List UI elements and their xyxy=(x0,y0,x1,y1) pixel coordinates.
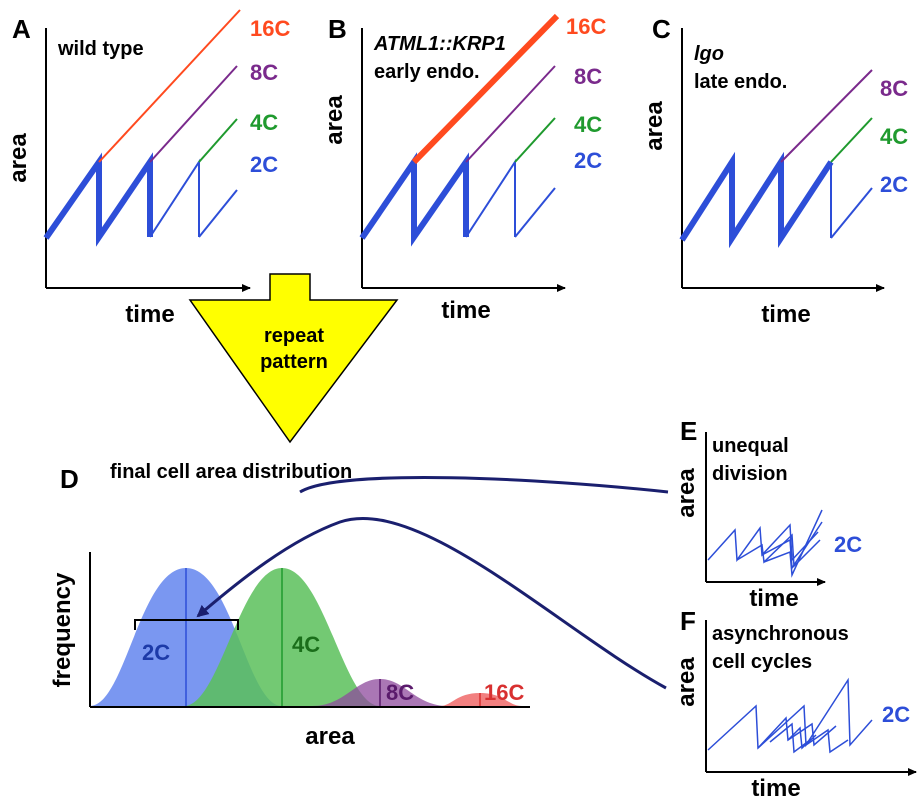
connector-top-line xyxy=(299,476,669,494)
panel-a-cell-lineage-thick xyxy=(43,152,153,247)
panel-b-line-16c xyxy=(411,13,560,165)
panel-letter-b: B xyxy=(328,14,347,44)
panel-a: A wild type area time 16C 8C 4C 2C xyxy=(5,9,290,328)
panel-letter-d: D xyxy=(60,464,79,494)
panel-b-ylabel: area xyxy=(321,95,348,145)
panel-b: B ATML1::KRP1 early endo. area time 16C … xyxy=(321,13,606,324)
panel-e-title-line1: unequal xyxy=(712,435,789,457)
repeat-arrow-shape xyxy=(188,273,399,444)
panel-d-label-8c: 8C xyxy=(386,680,414,705)
panel-b-line-2c xyxy=(514,187,556,238)
panel-c-ylabel: area xyxy=(641,101,668,151)
panel-f-label-2c: 2C xyxy=(882,702,910,727)
panel-b-title-genotype: ATML1::KRP1 xyxy=(373,33,506,55)
panel-c-line-2c xyxy=(830,187,873,239)
panel-a-ylabel: area xyxy=(5,133,32,183)
panel-letter-a: A xyxy=(12,14,31,44)
panel-b-label-8c: 8C xyxy=(574,64,602,89)
panel-b-lineage-thin xyxy=(465,158,516,238)
panel-c-label-8c: 8C xyxy=(880,76,908,101)
panel-f-ylabel: area xyxy=(673,657,700,707)
panel-a-line-4c xyxy=(198,118,238,163)
panel-d-label-16c: 16C xyxy=(484,680,524,705)
distribution-width-bracket xyxy=(134,619,239,630)
panel-d-label-2c: 2C xyxy=(142,640,170,665)
panel-a-label-8c: 8C xyxy=(250,60,278,85)
connector-arrow-to-2c xyxy=(196,517,667,690)
panel-c-line-8c xyxy=(780,69,873,163)
panel-a-lineage-thin xyxy=(149,158,200,238)
panel-c-xlabel: time xyxy=(761,301,810,328)
panel-c-title-genotype: lgo xyxy=(694,43,724,65)
panel-e-xlabel: time xyxy=(749,585,798,612)
panel-d: D final cell area distribution frequency… xyxy=(49,461,530,750)
panel-b-label-16c: 16C xyxy=(566,14,606,39)
panel-d-ylabel: frequency xyxy=(49,572,76,687)
panel-b-line-8c xyxy=(465,65,556,163)
panel-e-title-line2: division xyxy=(712,463,788,485)
panel-e-label-2c: 2C xyxy=(834,532,862,557)
panel-b-title-phenotype: early endo. xyxy=(374,61,480,83)
panel-f-xlabel: time xyxy=(751,775,800,801)
repeat-arrow-text-line2: pattern xyxy=(260,351,328,373)
panel-c: C lgo late endo. area time 8C 4C 2C xyxy=(641,14,908,328)
panel-b-line-4c xyxy=(514,117,556,163)
connectors xyxy=(196,476,669,690)
repeat-pattern-arrow: repeat pattern xyxy=(188,273,399,444)
panel-a-line-16c xyxy=(98,9,241,163)
panel-c-label-4c: 4C xyxy=(880,124,908,149)
panel-c-cell-lineage-thick xyxy=(679,151,834,249)
distribution-16c xyxy=(440,693,522,706)
panel-a-label-4c: 4C xyxy=(250,110,278,135)
panel-b-label-2c: 2C xyxy=(574,148,602,173)
panel-f-lineage-4 xyxy=(805,728,849,754)
panel-a-xlabel: time xyxy=(125,301,174,328)
panel-d-xlabel: area xyxy=(305,723,355,750)
panel-f-lineage-5 xyxy=(769,722,811,754)
panel-d-title: final cell area distribution xyxy=(110,461,352,483)
panel-letter-c: C xyxy=(652,14,671,44)
panel-a-line-8c xyxy=(149,65,238,163)
panel-b-xlabel: time xyxy=(441,297,490,324)
panel-f-title-line2: cell cycles xyxy=(712,651,812,673)
panel-letter-e: E xyxy=(680,416,697,446)
panel-f: F asynchronous cell cycles area time 2C xyxy=(673,606,917,801)
panel-d-label-4c: 4C xyxy=(292,632,320,657)
panel-b-cell-lineage-thick xyxy=(359,152,469,247)
panel-a-title: wild type xyxy=(57,38,144,60)
panel-c-label-2c: 2C xyxy=(880,172,908,197)
panel-e-ylabel: area xyxy=(673,468,700,518)
panel-b-label-4c: 4C xyxy=(574,112,602,137)
panel-e-lineage-3 xyxy=(761,521,823,571)
panel-e: E unequal division area time 2C xyxy=(673,416,862,612)
panel-a-line-2c xyxy=(198,189,238,238)
panel-a-label-2c: 2C xyxy=(250,152,278,177)
panel-e-lineage-4 xyxy=(763,509,823,578)
panel-f-title-line1: asynchronous xyxy=(712,623,849,645)
repeat-arrow-text-line1: repeat xyxy=(264,325,324,347)
panel-letter-f: F xyxy=(680,606,696,636)
panel-c-line-4c xyxy=(830,117,873,163)
panel-f-lineage-1 xyxy=(707,677,873,751)
panel-a-label-16c: 16C xyxy=(250,16,290,41)
panel-c-title-phenotype: late endo. xyxy=(694,71,787,93)
